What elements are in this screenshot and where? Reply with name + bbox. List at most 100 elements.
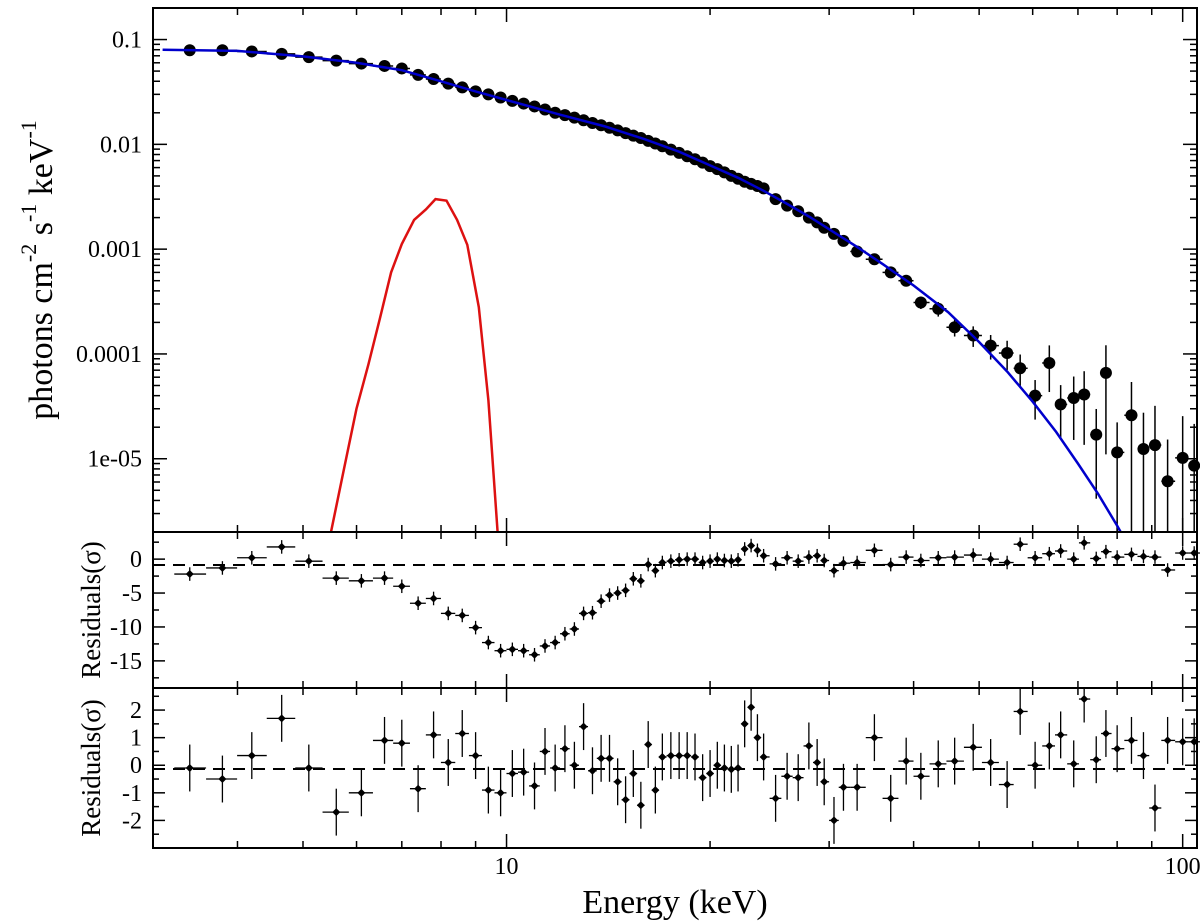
r1-marker bbox=[508, 645, 517, 654]
r2-marker bbox=[597, 754, 606, 763]
r1-data-point bbox=[792, 554, 804, 568]
r1-data-point bbox=[769, 557, 782, 571]
r1-data-point bbox=[295, 554, 323, 568]
r2-marker bbox=[666, 751, 675, 760]
r1-data-point bbox=[266, 540, 296, 554]
r2-marker bbox=[902, 757, 911, 766]
r2-data-point bbox=[720, 744, 729, 792]
spectrum-data-point bbox=[1175, 416, 1189, 532]
spectrum-data-point bbox=[981, 335, 999, 360]
r1-data-point bbox=[621, 583, 630, 598]
r1-data-point bbox=[539, 639, 551, 653]
r1-marker bbox=[916, 556, 925, 565]
r2-data-point bbox=[792, 754, 804, 802]
r2-marker bbox=[794, 773, 803, 782]
r2-data-point bbox=[621, 776, 630, 824]
ylabel-kev: keV bbox=[23, 138, 60, 204]
r2-data-point bbox=[865, 714, 883, 762]
spectrum-marker bbox=[1014, 362, 1027, 375]
r2-data-point bbox=[1124, 716, 1138, 764]
r1-data-point bbox=[865, 543, 883, 558]
spectrum-data-point bbox=[1054, 385, 1068, 439]
r2-marker bbox=[458, 729, 467, 738]
r2-data-point bbox=[174, 744, 207, 792]
r1-marker bbox=[414, 599, 423, 608]
r1-data-point bbox=[651, 563, 660, 578]
r2-marker bbox=[1113, 744, 1122, 753]
r2-data-point bbox=[295, 744, 323, 792]
spectrum-y-tick-labels: 0.1 0.01 0.001 0.0001 1e-05 bbox=[76, 28, 142, 473]
x-tick-label: 10 bbox=[495, 854, 519, 880]
r2-data-point bbox=[517, 748, 530, 796]
r1-marker bbox=[636, 576, 645, 585]
r2-marker bbox=[986, 758, 995, 767]
r2-data-point bbox=[1054, 711, 1068, 759]
r2-marker bbox=[886, 794, 895, 803]
r2-data-point bbox=[393, 719, 410, 767]
r1-data-point bbox=[596, 594, 606, 608]
r2-marker bbox=[1190, 737, 1199, 746]
r2-data-point bbox=[820, 758, 830, 806]
r2-data-point bbox=[898, 737, 914, 785]
r2-marker bbox=[853, 783, 862, 792]
r2-marker bbox=[218, 775, 227, 784]
r1-marker bbox=[666, 557, 675, 566]
spectrum-marker bbox=[1125, 409, 1138, 422]
r2-data-point bbox=[713, 741, 722, 789]
y-axis-title-residuals-2: Residuals(σ) bbox=[76, 699, 106, 837]
y-tick-label-r1: -15 bbox=[110, 649, 142, 675]
r2-marker bbox=[759, 752, 768, 761]
y-tick-label-r2: 1 bbox=[130, 726, 142, 752]
r1-data-point bbox=[666, 554, 675, 568]
r1-data-point bbox=[494, 643, 507, 658]
r1-marker bbox=[706, 557, 715, 566]
r2-data-point bbox=[683, 732, 692, 780]
r2-data-point bbox=[1013, 688, 1028, 735]
y-tick-label-spectrum: 0.1 bbox=[112, 28, 142, 54]
r1-marker bbox=[727, 557, 736, 566]
r1-marker bbox=[1113, 553, 1122, 562]
r1-marker bbox=[658, 558, 667, 567]
r1-marker bbox=[588, 608, 597, 617]
r2-data-point bbox=[1111, 725, 1125, 773]
r2-data-point bbox=[734, 744, 743, 792]
r1-data-point bbox=[740, 542, 749, 556]
r2-data-point bbox=[963, 723, 982, 771]
r1-marker bbox=[597, 597, 606, 606]
r2-marker bbox=[1092, 755, 1101, 764]
spectrum-marker bbox=[1137, 442, 1150, 455]
r2-marker bbox=[444, 758, 453, 767]
r2-data-point bbox=[1027, 741, 1043, 789]
r2-marker bbox=[1031, 761, 1040, 770]
r1-data-point bbox=[734, 553, 743, 567]
spectrum-marker bbox=[1054, 398, 1067, 411]
r2-data-point bbox=[706, 750, 715, 797]
spectrum-data-point bbox=[1161, 439, 1176, 532]
r1-marker bbox=[1056, 546, 1065, 555]
r2-marker bbox=[429, 730, 438, 739]
r1-marker bbox=[1127, 550, 1136, 559]
r2-marker bbox=[651, 786, 660, 795]
r2-data-point bbox=[803, 722, 814, 770]
r2-data-point bbox=[727, 745, 736, 793]
r1-data-point bbox=[698, 555, 707, 570]
spectrum-marker bbox=[984, 339, 997, 352]
r1-data-point bbox=[468, 620, 482, 635]
r1-data-point bbox=[1161, 563, 1176, 577]
r2-marker bbox=[380, 736, 389, 745]
r2-marker bbox=[820, 777, 829, 786]
r2-marker bbox=[675, 751, 684, 760]
r2-marker bbox=[629, 769, 638, 778]
r2-marker bbox=[1139, 751, 1148, 760]
r2-marker bbox=[397, 739, 406, 748]
r2-marker bbox=[636, 801, 645, 810]
ylabel-main: photons cm bbox=[23, 262, 60, 420]
r1-data-point bbox=[348, 574, 373, 588]
r1-data-point bbox=[820, 553, 830, 568]
spectrum-data-point bbox=[1188, 423, 1200, 532]
r1-marker bbox=[934, 553, 943, 562]
r1-marker bbox=[560, 629, 569, 638]
r1-marker bbox=[1092, 554, 1101, 563]
r1-marker bbox=[839, 559, 848, 568]
